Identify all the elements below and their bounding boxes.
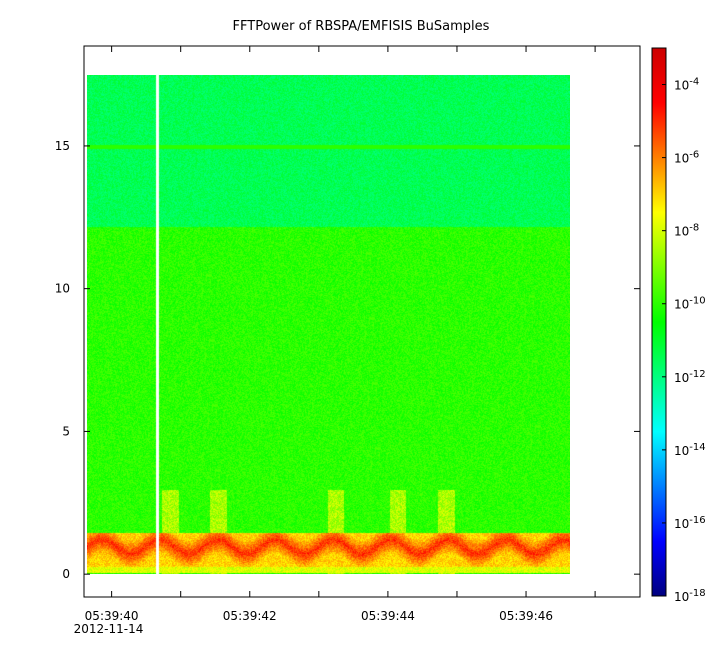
y-tick-label: 10 xyxy=(55,282,70,296)
colorbar-tick-label: 10-10 xyxy=(674,296,706,312)
x-tick-label: 05:39:46 xyxy=(499,609,553,623)
x-tick-label: 05:39:44 xyxy=(361,609,415,623)
colorbar-tick-label: 10-14 xyxy=(674,442,706,458)
colorbar-gradient xyxy=(651,47,667,597)
chart-title: FFTPower of RBSPA/EMFISIS BuSamples xyxy=(233,19,490,34)
x-axis: 05:39:40 05:39:42 05:39:44 05:39:46 xyxy=(85,46,596,623)
y-tick-label: 15 xyxy=(55,139,70,153)
colorbar-tick-label: 10-4 xyxy=(674,77,699,93)
colorbar-tick-label: 10-18 xyxy=(674,588,706,604)
y-axis: 0 5 10 15 xyxy=(55,139,640,581)
colorbar-tick-label: 10-16 xyxy=(674,515,706,531)
x-date-label: 2012-11-14 xyxy=(74,622,144,636)
spectrogram-image xyxy=(87,74,571,575)
y-tick-label: 5 xyxy=(62,424,70,438)
plot-frame xyxy=(83,45,641,598)
colorbar-tick-label: 10-8 xyxy=(674,223,699,239)
y-tick-label: 0 xyxy=(62,567,70,581)
colorbar-tick-label: 10-12 xyxy=(674,369,706,385)
colorbar-tick-label: 10-6 xyxy=(674,150,699,166)
colorbar-ticks: 10-18 10-16 10-14 10-12 10-10 10-8 10-6 10-4 xyxy=(662,77,706,604)
colorbar: 10-18 10-16 10-14 10-12 10-10 10-8 10-6 10-4 xyxy=(651,47,706,604)
x-tick-label: 05:39:42 xyxy=(223,609,277,623)
x-tick-label: 05:39:40 xyxy=(85,609,139,623)
